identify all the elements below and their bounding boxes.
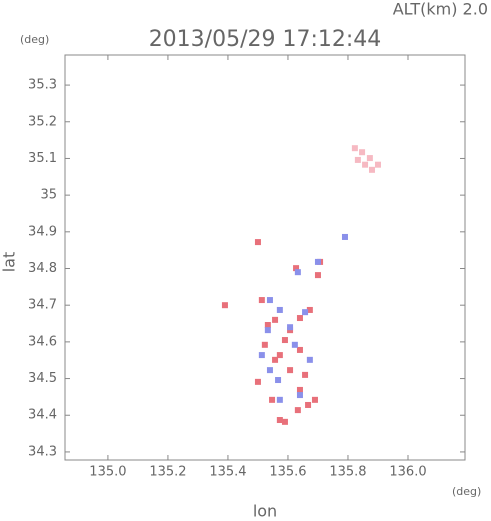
chart-title: 2013/05/29 17:12:44 (149, 27, 382, 52)
echo-point (362, 161, 369, 168)
echo-point (341, 233, 348, 240)
x-tick-label: 135.4 (209, 465, 246, 480)
y-tick-label: 35.3 (28, 78, 57, 93)
x-tick-label: 135.8 (329, 465, 366, 480)
echo-point (294, 407, 301, 414)
echo-point (302, 371, 309, 378)
y-tick-label: 34.3 (28, 444, 57, 459)
x-axis-label: lon (253, 502, 277, 521)
echo-point (366, 155, 373, 162)
echo-point (266, 297, 273, 304)
echo-point (294, 269, 301, 276)
echo-point (314, 258, 321, 265)
echo-point (287, 324, 294, 331)
echo-point (296, 386, 303, 393)
echo-point (296, 392, 303, 399)
y-tick-label: 34.8 (28, 261, 57, 276)
y-tick-label: 35.1 (28, 151, 57, 166)
echo-point (276, 396, 283, 403)
echo-point (276, 306, 283, 313)
echo-point (276, 352, 283, 359)
x-tick-label: 136.0 (389, 465, 426, 480)
echo-point (264, 322, 271, 328)
echo-point (258, 352, 265, 359)
echo-point (296, 346, 303, 353)
echo-point (258, 297, 265, 304)
echo-point (254, 378, 261, 385)
y-tick-label: 35.2 (28, 114, 57, 129)
echo-point (368, 166, 375, 173)
plot-frame (64, 54, 466, 461)
echo-point (261, 341, 268, 348)
echo-point (305, 401, 312, 408)
echo-point (272, 356, 279, 363)
echo-point (302, 309, 309, 316)
y-tick-label: 34.7 (28, 298, 57, 313)
echo-point (374, 161, 381, 168)
x-tick-label: 135.6 (269, 465, 306, 480)
y-tick-label: 34.5 (28, 371, 57, 386)
x-tick-label: 135.0 (89, 465, 126, 480)
echo-point (281, 418, 288, 425)
echo-point (264, 327, 271, 334)
echo-point (306, 356, 313, 363)
echo-point (269, 396, 276, 403)
echo-point (275, 377, 282, 384)
y-tick-label: 34.6 (28, 334, 57, 349)
echo-point (281, 337, 288, 344)
y-tick-label: 35 (40, 188, 57, 203)
echo-point (306, 306, 313, 313)
echo-point (254, 239, 261, 246)
echo-point (296, 315, 303, 322)
echo-point (287, 367, 294, 374)
echo-point (291, 341, 298, 348)
y-axis-label: lat (0, 252, 19, 273)
echo-point (354, 156, 361, 163)
x-tick-label: 135.2 (149, 465, 186, 480)
echo-point (293, 265, 300, 272)
x-unit: (deg) (452, 485, 481, 498)
echo-point (311, 396, 318, 403)
echo-point (276, 417, 283, 424)
y-tick-label: 34.9 (28, 224, 57, 239)
y-tick-label: 34.4 (28, 408, 57, 423)
echo-point (314, 272, 321, 279)
echo-point (221, 302, 228, 309)
echo-point (266, 367, 273, 374)
echo-point (272, 316, 279, 323)
echo-point (359, 149, 366, 156)
echo-point (351, 145, 358, 152)
y-unit: (deg) (20, 33, 49, 46)
subtitle: ALT(km) 2.0 (393, 0, 488, 19)
